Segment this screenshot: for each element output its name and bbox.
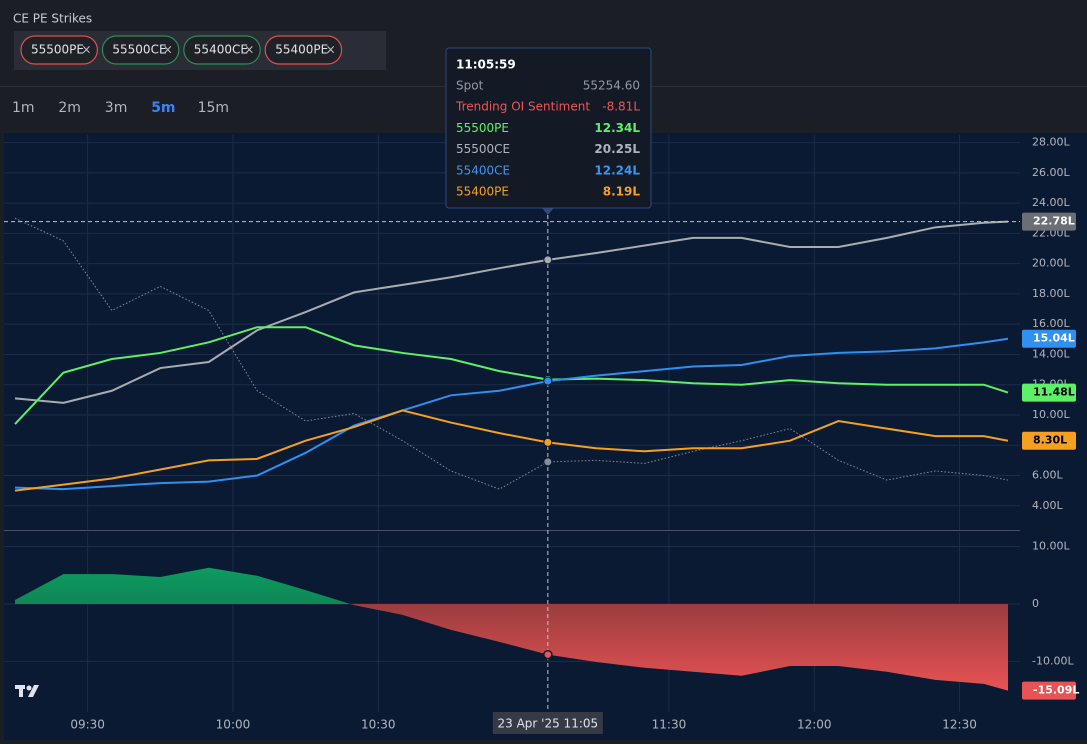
crosshair-dot [543,457,553,467]
area-positive [15,567,351,604]
y-tick-label: 4.00L [1032,499,1063,512]
tooltip-time: 11:05:59 [456,58,516,72]
tooltip-label: 55400PE [456,185,509,199]
header-title: CE PE Strikes [13,12,92,26]
value-badge-label: -15.09L [1033,684,1079,697]
chip-close[interactable]: × [163,43,173,57]
chip-label: 55500CE [112,43,166,57]
y-tick-label: 14.00L [1032,347,1070,360]
y-tick-label: 0 [1032,597,1039,610]
pane-separator [4,530,1020,531]
chip-box [101,35,180,65]
timeframe[interactable]: 15m [198,100,229,116]
crosshair-x-label-bg [492,712,603,734]
value-badge [1022,329,1076,348]
tooltip-label: Spot [456,79,484,93]
y-tick-label: 18.00L [1032,287,1070,300]
value-badge [1022,431,1076,450]
line-series [14,409,1009,492]
chip-box [183,35,261,65]
x-tick-label: 12:30 [942,718,977,732]
y-tick-label: 28.00L [1032,136,1070,149]
chip-label: 55500PE [31,43,84,57]
tv-logo [15,685,39,697]
crosshair-x-label: 23 Apr '25 11:05 [498,717,599,731]
y-tick-label: -10.00L [1032,654,1074,667]
tooltip-value: 12.24L [594,163,640,177]
chip[interactable]: 55400CE× [183,35,261,65]
x-tick-label: 11:30 [652,718,687,732]
x-tick-label: 10:30 [361,718,396,732]
tooltip-label: Trending OI Sentiment [455,100,590,114]
chip-close[interactable]: × [244,43,254,57]
timeframe[interactable]: 5m [151,100,175,116]
value-badge-label: 8.30L [1033,434,1067,447]
timeframe[interactable]: 2m [58,100,81,116]
tooltip-label: 55500PE [456,121,509,135]
tooltip-label: 55500CE [456,142,510,156]
crosshair-dot [543,376,553,386]
value-badge-label: 22.78L [1033,215,1075,228]
chip-label: 55400PE [275,43,328,57]
value-badge-label: 15.04L [1033,332,1075,345]
chip[interactable]: 55400PE× [264,35,343,65]
chip-label: 55400CE [194,43,248,57]
chip-close[interactable]: × [81,43,91,57]
tooltip-value: 8.19L [603,185,641,199]
chip[interactable]: 55500CE× [101,35,180,65]
tooltip-value: 20.25L [594,142,640,156]
line-series [14,326,1009,425]
value-badge [1022,383,1076,402]
crosshair-dot [543,437,553,447]
tooltip-value: -8.81L [602,100,640,114]
value-badge [1022,681,1076,700]
area-negative [15,603,1008,691]
timeframe[interactable]: 3m [105,100,128,116]
y-tick-label: 10.00L [1032,408,1070,421]
y-tick-label: 10.00L [1032,540,1070,553]
tooltip-arrow [541,208,554,215]
x-tick-label: 09:30 [70,718,105,732]
y-tick-label: 20.00L [1032,257,1070,270]
value-badge [1022,212,1076,231]
x-tick-label: 10:00 [216,718,251,732]
tooltip-value: 55254.60 [583,79,640,93]
y-tick-label: 26.00L [1032,166,1070,179]
line-series [14,220,1009,404]
crosshair-dot [543,649,553,660]
chip[interactable]: 55500PE× [20,35,99,65]
chip-close[interactable]: × [326,43,336,57]
crosshair-dot [543,255,553,265]
tooltip-value: 12.34L [594,121,640,135]
tooltip-label: 55400CE [456,163,510,177]
y-tick-label: 24.00L [1032,196,1070,209]
value-badge-label: 11.48L [1033,386,1075,399]
line-series [14,337,1009,491]
y-tick-label: 16.00L [1032,317,1070,330]
y-tick-label: 6.00L [1032,469,1063,482]
chip-box [264,35,343,65]
chip-box [20,35,99,65]
timeframe[interactable]: 1m [12,100,35,116]
x-tick-label: 12:00 [797,718,832,732]
